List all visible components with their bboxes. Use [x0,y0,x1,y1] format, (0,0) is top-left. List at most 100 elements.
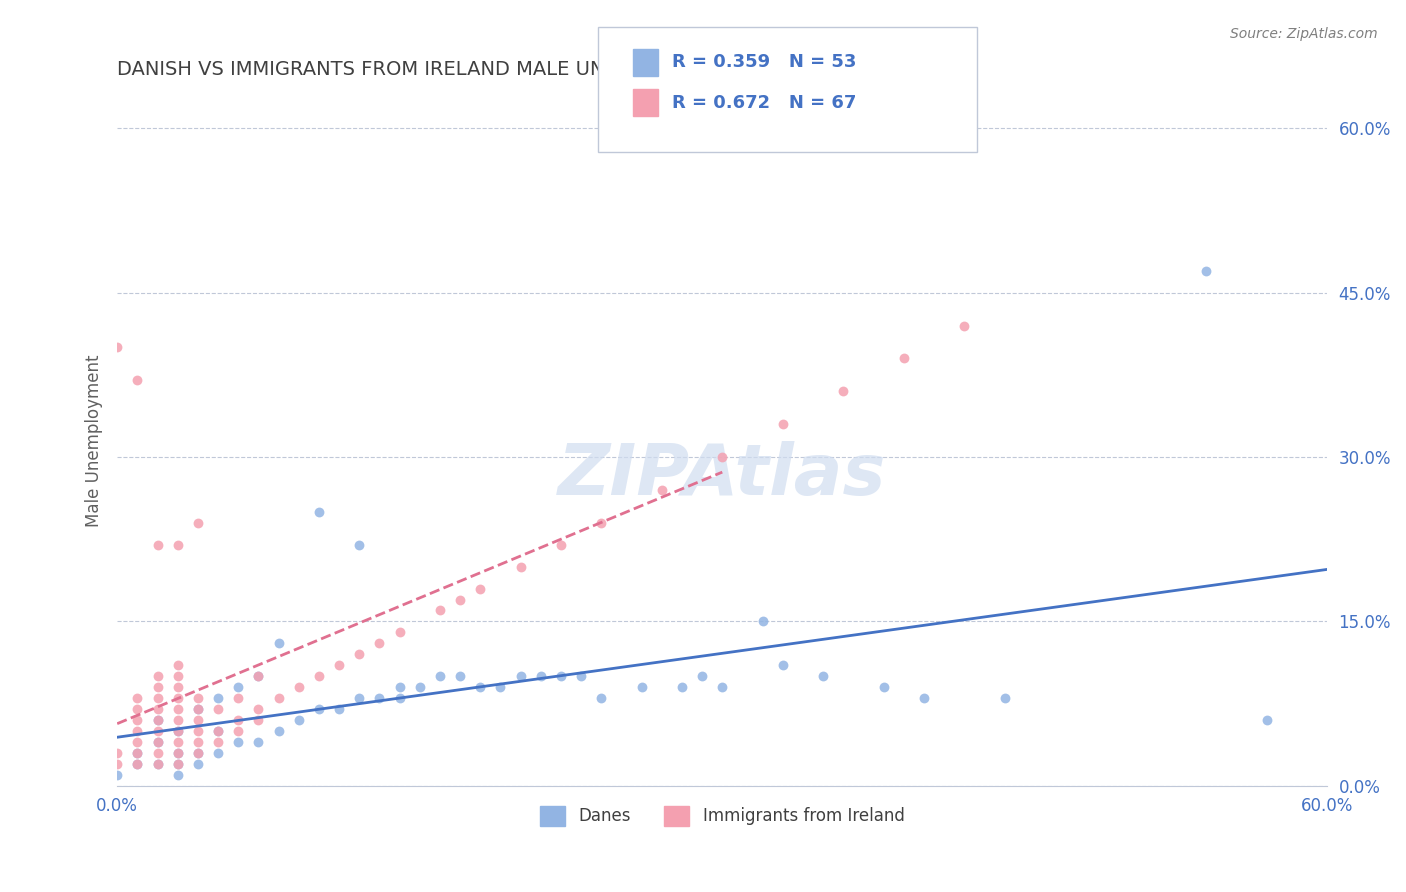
Point [127,713,149,727]
Point [146,713,169,727]
Point [187,746,209,760]
Point [226,735,249,749]
Point [166,746,188,760]
Point [146,756,169,771]
Point [187,516,209,530]
Point [127,735,149,749]
Point [105,768,128,782]
Point [207,724,229,739]
Point [591,516,613,530]
Point [166,691,188,706]
Point [368,691,391,706]
Point [388,680,411,694]
Point [690,669,713,683]
Point [832,384,855,399]
Point [509,559,531,574]
Point [146,756,169,771]
Point [127,691,149,706]
Text: Source: ZipAtlas.com: Source: ZipAtlas.com [1230,27,1378,41]
Point [127,373,149,387]
Point [207,746,229,760]
Point [187,724,209,739]
Point [146,538,169,552]
Point [166,658,188,673]
Point [166,702,188,716]
Point [328,658,350,673]
Point [308,505,330,519]
Point [368,636,391,650]
Point [187,713,209,727]
Point [811,669,834,683]
Point [226,691,249,706]
Point [105,756,128,771]
Point [247,735,270,749]
Point [550,538,572,552]
Point [187,735,209,749]
Text: R = 0.672   N = 67: R = 0.672 N = 67 [672,94,856,112]
Point [166,680,188,694]
Y-axis label: Male Unemployment: Male Unemployment [86,354,103,527]
Text: DANISH VS IMMIGRANTS FROM IRELAND MALE UNEMPLOYMENT CORRELATION CHART: DANISH VS IMMIGRANTS FROM IRELAND MALE U… [117,60,955,78]
Point [166,724,188,739]
Point [1256,713,1278,727]
Point [347,691,370,706]
Point [569,669,592,683]
Point [226,680,249,694]
Point [711,450,734,464]
Point [207,724,229,739]
Point [166,538,188,552]
Point [267,691,290,706]
Point [912,691,935,706]
Point [308,669,330,683]
Point [247,713,270,727]
Point [166,724,188,739]
Point [146,746,169,760]
Point [187,756,209,771]
Point [187,702,209,716]
Point [470,582,492,596]
Point [308,702,330,716]
Point [247,702,270,716]
Point [772,658,794,673]
Text: ZIPAtlas: ZIPAtlas [558,441,887,509]
Point [449,669,471,683]
Point [347,648,370,662]
Point [1195,264,1218,278]
Point [429,669,451,683]
Point [409,680,432,694]
Point [591,691,613,706]
Point [166,756,188,771]
Point [187,746,209,760]
Point [146,735,169,749]
Point [470,680,492,694]
Point [146,713,169,727]
Point [509,669,531,683]
Point [267,636,290,650]
Point [247,669,270,683]
Point [751,615,773,629]
Point [207,735,229,749]
Point [671,680,693,694]
Point [429,603,451,617]
Point [105,746,128,760]
Point [166,735,188,749]
Point [953,318,976,333]
Point [247,669,270,683]
Point [207,691,229,706]
Point [127,746,149,760]
Point [893,351,915,366]
Point [146,691,169,706]
Point [226,724,249,739]
Point [146,724,169,739]
Point [146,702,169,716]
Point [388,691,411,706]
Point [166,669,188,683]
Point [449,592,471,607]
Point [166,756,188,771]
Point [772,417,794,432]
Point [287,713,309,727]
Point [872,680,894,694]
Point [207,702,229,716]
Point [328,702,350,716]
Point [166,768,188,782]
